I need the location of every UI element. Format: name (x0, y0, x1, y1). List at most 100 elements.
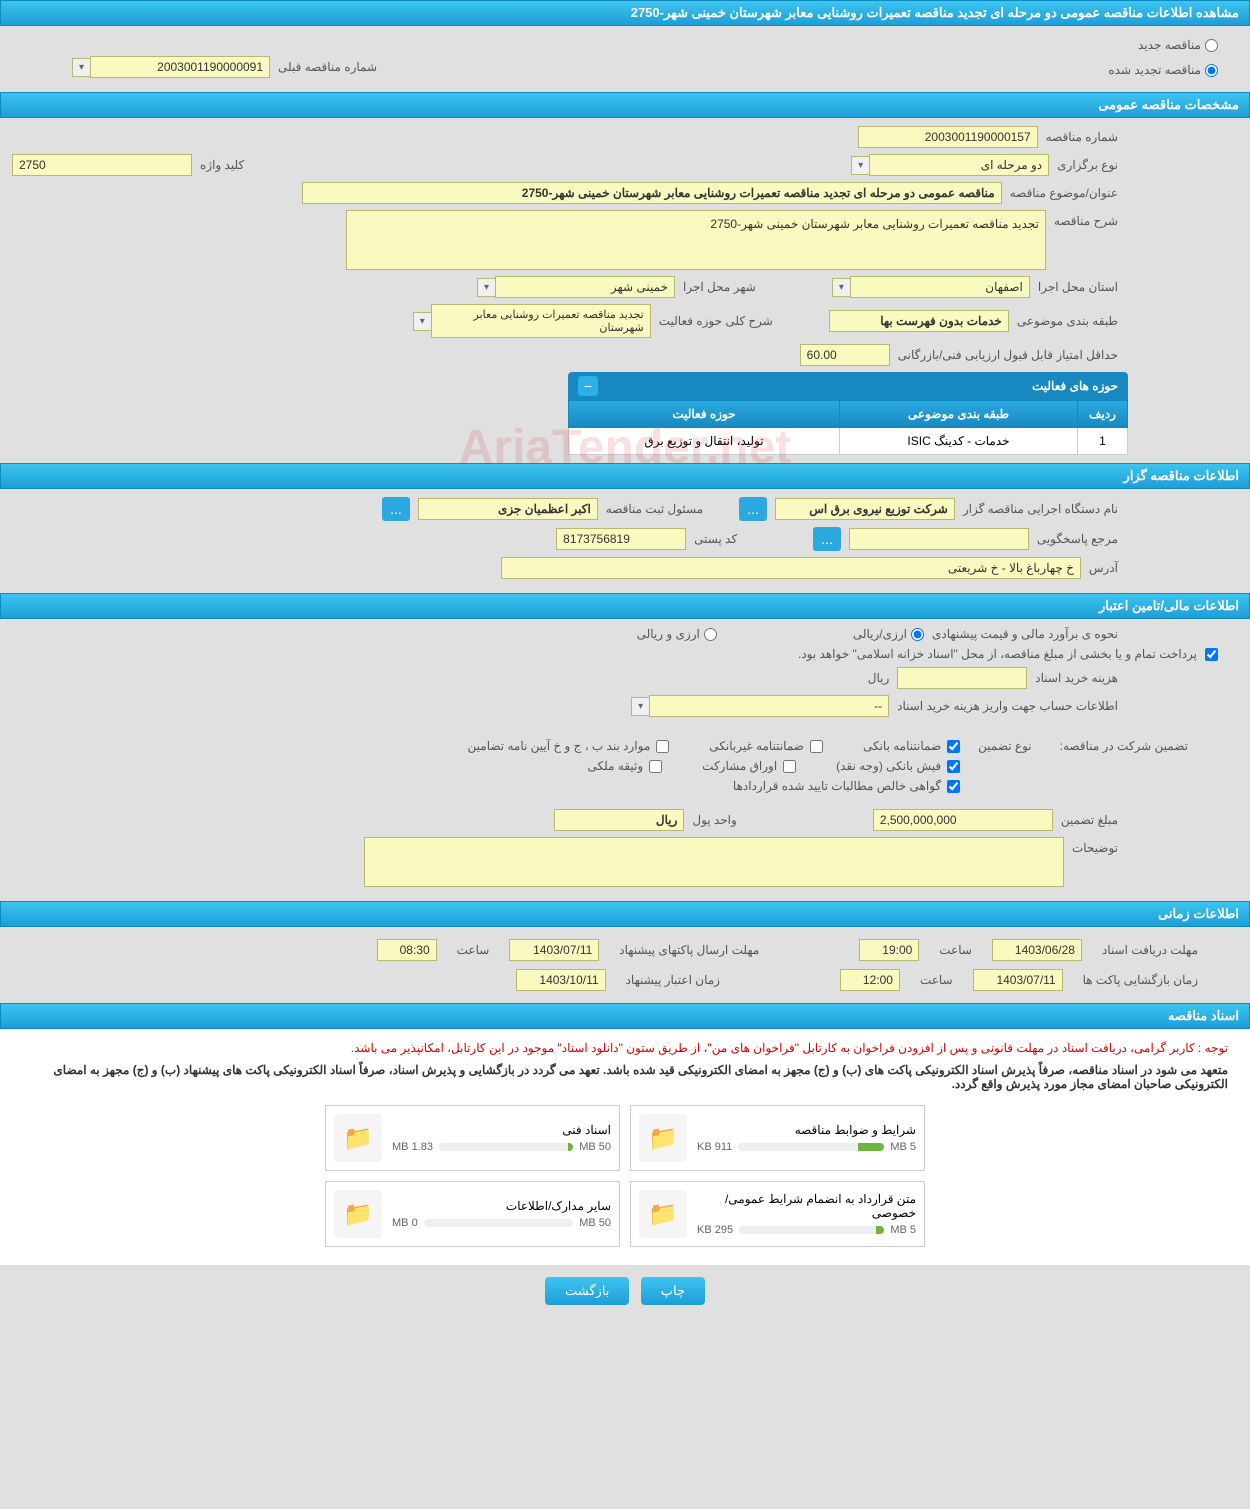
treasury-note: پرداخت تمام و یا بخشی از مبلغ مناقصه، از… (798, 647, 1197, 661)
org-value: شرکت توزیع نیروی برق اس (775, 498, 955, 520)
city-value: خمینی شهر (495, 276, 675, 298)
doc-deadline-time: 19:00 (859, 939, 919, 961)
radio-foreign-rial[interactable] (704, 628, 717, 641)
doc-cost-value (897, 667, 1027, 689)
title-value: مناقصه عمومی دو مرحله ای تجدید مناقصه تع… (302, 182, 1002, 204)
page-title: مشاهده اطلاعات مناقصه عمومی دو مرحله ای … (0, 0, 1250, 26)
radio-rial[interactable] (911, 628, 924, 641)
chk-bonds[interactable] (783, 760, 796, 773)
document-card[interactable]: اسناد فنی 50 MB 1.83 MB 📁 (325, 1105, 620, 1171)
more-button[interactable]: ... (382, 497, 410, 521)
folder-icon: 📁 (334, 1190, 382, 1238)
more-button[interactable]: ... (813, 527, 841, 551)
doc-title: اسناد فنی (392, 1123, 611, 1137)
chk-nonbank-guarantee[interactable] (810, 740, 823, 753)
chevron-down-icon[interactable]: ▾ (631, 697, 649, 716)
checkbox-treasury[interactable] (1205, 648, 1218, 661)
postal-label: کد پستی (694, 532, 737, 546)
address-label: آدرس (1089, 561, 1118, 575)
tender-number-label: شماره مناقصه (1046, 130, 1118, 144)
validity-label: زمان اعتبار پیشنهاد (626, 973, 720, 987)
table-row: 1 خدمات - کدینگ ISIC تولید، انتقال و توز… (569, 428, 1128, 455)
holding-type-value: دو مرحله ای (869, 154, 1049, 176)
doc-size: 0 MB (392, 1217, 418, 1229)
chk-property[interactable] (649, 760, 662, 773)
holding-type-label: نوع برگزاری (1057, 158, 1118, 172)
org-label: نام دستگاه اجرایی مناقصه گزار (963, 502, 1118, 516)
chk-bank-receipt[interactable] (947, 760, 960, 773)
title-label: عنوان/موضوع مناقصه (1010, 186, 1118, 200)
document-card[interactable]: متن قرارداد به انضمام شرایط عمومی/خصوصی … (630, 1181, 925, 1247)
notice-bold: متعهد می شود در اسناد مناقصه، صرفاً پذیر… (12, 1059, 1238, 1095)
doc-size: 1.83 MB (392, 1141, 433, 1153)
min-score-value: 60.00 (800, 344, 890, 366)
keyword-label: کلید واژه (200, 158, 244, 172)
tender-number-value: 2003001190000157 (858, 126, 1038, 148)
validity-date: 1403/10/11 (516, 969, 606, 991)
doc-cost-label: هزینه خرید اسناد (1035, 671, 1118, 685)
address-value: خ چهارباغ بالا - خ شریعتی (501, 557, 1081, 579)
doc-title: متن قرارداد به انضمام شرایط عمومی/خصوصی (697, 1192, 916, 1220)
rial-label: ارزی/ریالی (853, 627, 907, 641)
chevron-down-icon[interactable]: ▾ (72, 58, 90, 77)
prev-tender-number-value: 2003001190000091 (90, 56, 270, 78)
folder-icon: 📁 (639, 1190, 687, 1238)
doc-capacity: 5 MB (890, 1141, 916, 1153)
document-card[interactable]: سایر مدارک/اطلاعات 50 MB 0 MB 📁 (325, 1181, 620, 1247)
city-label: شهر محل اجرا (683, 280, 756, 294)
radio-renewed-tender[interactable] (1205, 64, 1218, 77)
chk-bylaw-label: موارد بند ب ، ج و خ آیین نامه تضامین (468, 739, 651, 753)
subject-class-label: طبقه بندی موضوعی (1017, 314, 1118, 328)
col-class: طبقه بندی موضوعی (839, 401, 1077, 428)
folder-icon: 📁 (639, 1114, 687, 1162)
chk-nonbank-guarantee-label: ضمانتنامه غیربانکی (709, 739, 804, 753)
chk-property-label: وثیقه ملکی (588, 759, 644, 773)
postal-value: 8173756819 (556, 528, 686, 550)
section-general: مشخصات مناقصه عمومی (0, 92, 1250, 118)
back-button[interactable]: بازگشت (545, 1277, 629, 1305)
chk-bank-receipt-label: فیش بانکی (وجه نقد) (836, 759, 941, 773)
bank-info-value: -- (649, 695, 889, 717)
section-timing: اطلاعات زمانی (0, 901, 1250, 927)
activity-table-title: حوزه های فعالیت (1032, 379, 1118, 393)
doc-title: شرایط و ضوابط مناقصه (697, 1123, 916, 1137)
doc-deadline-label: مهلت دریافت اسناد (1102, 943, 1198, 957)
chevron-down-icon[interactable]: ▾ (832, 278, 850, 297)
section-financial: اطلاعات مالی/تامین اعتبار (0, 593, 1250, 619)
open-label: زمان بازگشایی پاکت ها (1083, 973, 1198, 987)
responsible-label: مسئول ثبت مناقصه (606, 502, 703, 516)
subject-class-value: خدمات بدون فهرست بها (829, 310, 1009, 332)
time-label3: ساعت (920, 973, 953, 987)
doc-cost-unit: ریال (868, 671, 890, 685)
time-label: ساعت (939, 943, 972, 957)
time-label2: ساعت (457, 943, 490, 957)
more-button[interactable]: ... (739, 497, 767, 521)
radio-new-tender[interactable] (1205, 39, 1218, 52)
chk-receivables[interactable] (947, 780, 960, 793)
packet-send-time: 08:30 (377, 939, 437, 961)
foreign-rial-label: ارزی و ریالی (637, 627, 700, 641)
chk-bank-guarantee[interactable] (947, 740, 960, 753)
chevron-down-icon[interactable]: ▾ (413, 312, 431, 331)
doc-deadline-date: 1403/06/28 (992, 939, 1082, 961)
chevron-down-icon[interactable]: ▾ (851, 156, 869, 175)
packet-send-date: 1403/07/11 (509, 939, 599, 961)
document-card[interactable]: شرایط و ضوابط مناقصه 5 MB 911 KB 📁 (630, 1105, 925, 1171)
description-value: تجدید مناقصه تعمیرات روشنایی معابر شهرست… (346, 210, 1046, 270)
province-value: اصفهان (850, 276, 1030, 298)
section-documents: اسناد مناقصه (0, 1003, 1250, 1029)
description-label: شرح مناقصه (1054, 210, 1118, 228)
remarks-label: توضیحات (1072, 837, 1118, 855)
province-label: استان محل اجرا (1038, 280, 1118, 294)
radio-renewed-tender-label: مناقصه تجدید شده (1108, 63, 1201, 77)
guarantee-type-label: نوع تضمین (978, 739, 1031, 753)
notice-red: توجه : کاربر گرامی، دریافت اسناد در مهلت… (12, 1037, 1238, 1059)
chk-bylaw[interactable] (656, 740, 669, 753)
responder-value (849, 528, 1029, 550)
chevron-down-icon[interactable]: ▾ (477, 278, 495, 297)
print-button[interactable]: چاپ (641, 1277, 705, 1305)
prev-tender-number-label: شماره مناقصه قبلی (278, 60, 377, 74)
col-row: ردیف (1078, 401, 1128, 428)
estimate-label: نحوه ی برآورد مالی و قیمت پیشنهادی (932, 627, 1118, 641)
collapse-button[interactable]: − (578, 376, 598, 396)
